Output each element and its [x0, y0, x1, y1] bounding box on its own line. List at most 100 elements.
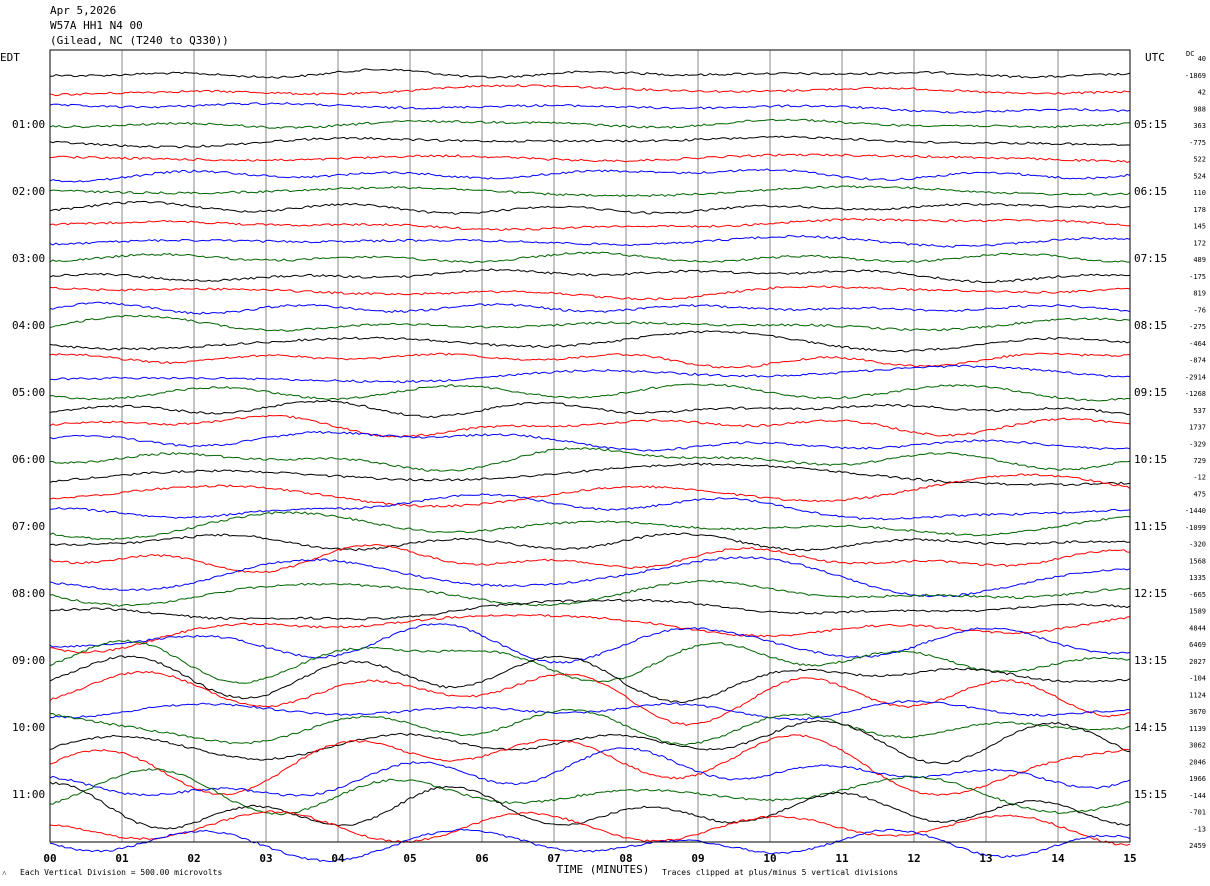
dc-offset-label: 1568	[1189, 557, 1206, 565]
x-tick-label: 07	[547, 852, 560, 865]
dc-offset-label: -464	[1189, 340, 1206, 348]
seismic-trace	[49, 462, 1131, 487]
seismic-traces	[49, 68, 1131, 863]
dc-offset-label: 1589	[1189, 608, 1206, 616]
clip-note: Traces clipped at plus/minus 5 vertical …	[662, 868, 899, 877]
dc-offset-label: 178	[1193, 206, 1206, 214]
station-id: W57A HH1 N4 00	[50, 19, 143, 32]
x-tick-label: 06	[475, 852, 489, 865]
seismic-trace	[49, 301, 1131, 315]
utc-hour-label: 10:15	[1134, 453, 1167, 466]
seismic-trace	[49, 828, 1131, 863]
edt-hour-label: 01:00	[12, 118, 45, 131]
utc-hour-label: 05:15	[1134, 118, 1167, 131]
seismic-trace	[49, 747, 1131, 797]
seismic-trace	[49, 102, 1131, 114]
seismic-trace	[49, 268, 1131, 283]
seismic-trace	[49, 383, 1131, 402]
dc-offset-label: -104	[1189, 675, 1206, 683]
dc-offset-label: 3062	[1189, 742, 1206, 750]
edt-hour-label: 06:00	[12, 453, 45, 466]
edt-hour-label: 09:00	[12, 654, 45, 667]
x-tick-label: 03	[259, 852, 272, 865]
x-tick-label: 02	[187, 852, 200, 865]
x-axis-title: TIME (MINUTES)	[557, 863, 650, 876]
seismic-trace	[49, 768, 1131, 816]
seismic-trace	[49, 83, 1131, 97]
edt-hour-label: 02:00	[12, 185, 45, 198]
dc-offset-label: 1139	[1189, 725, 1206, 733]
dc-offset-label: -1268	[1185, 390, 1206, 398]
seismic-trace	[49, 217, 1131, 231]
dc-offset-label: -1440	[1185, 507, 1206, 515]
x-tick-label: 14	[1051, 852, 1065, 865]
seismic-trace	[49, 511, 1130, 541]
seismic-trace	[49, 598, 1131, 621]
x-tick-label: 10	[763, 852, 776, 865]
x-tick-label: 04	[331, 852, 345, 865]
dc-offset-label: 6469	[1189, 641, 1206, 649]
seismic-trace	[49, 200, 1131, 215]
dc-offset-label: 1335	[1189, 574, 1206, 582]
dc-offset-label: 110	[1193, 189, 1206, 197]
footer-marker: ˄	[2, 869, 7, 878]
seismic-trace	[49, 430, 1131, 452]
seismic-trace	[49, 781, 1131, 830]
left-axis-title: EDT	[0, 51, 20, 64]
dc-offset-label: -144	[1189, 792, 1206, 800]
dc-offset-label: 522	[1193, 156, 1206, 164]
dc-offset-label: 2027	[1189, 658, 1206, 666]
utc-hour-label: 09:15	[1134, 386, 1167, 399]
dc-offset-label: -13	[1193, 825, 1206, 833]
edt-hour-label: 04:00	[12, 319, 45, 332]
utc-hour-label: 06:15	[1134, 185, 1167, 198]
seismic-trace	[49, 532, 1131, 552]
seismic-trace	[49, 185, 1131, 197]
dc-offset-label: -12	[1193, 474, 1206, 482]
chart-date: Apr 5,2026	[50, 4, 117, 17]
plot-frame	[49, 49, 1131, 843]
dc-offset-label: -775	[1189, 139, 1206, 147]
seismic-trace	[49, 544, 1131, 574]
edt-hour-label: 03:00	[12, 252, 45, 265]
dc-top-value: 40	[1198, 55, 1206, 63]
edt-hour-label: 11:00	[12, 788, 45, 801]
seismic-trace	[50, 68, 1131, 79]
right-axis-title: UTC	[1145, 51, 1165, 64]
utc-hour-label: 12:15	[1134, 587, 1167, 600]
dc-offset-label: 1737	[1189, 424, 1206, 432]
seismic-trace	[49, 118, 1131, 129]
axis-labels: 00 01 02 03 04 05 06 07 08 09 10 11 12 13 14 15 TIME (MI…	[0, 50, 1206, 876]
seismic-trace	[49, 670, 1131, 726]
seismic-trace	[49, 810, 1131, 846]
x-tick-label: 11	[835, 852, 849, 865]
utc-hour-label: 07:15	[1134, 252, 1167, 265]
x-tick-label: 08	[619, 852, 632, 865]
x-tick-label: 01	[115, 852, 129, 865]
edt-hour-label: 10:00	[12, 721, 45, 734]
vertical-division-note: Each Vertical Division = 500.00 microvol…	[20, 868, 223, 877]
seismic-trace	[49, 314, 1131, 332]
seismic-trace	[49, 135, 1131, 149]
utc-hour-label: 13:15	[1134, 654, 1167, 667]
seismic-trace	[49, 251, 1131, 264]
seismic-trace	[49, 234, 1131, 248]
utc-hour-label: 14:15	[1134, 721, 1167, 734]
dc-column-title: DC	[1186, 50, 1194, 58]
dc-offset-label: -275	[1189, 323, 1206, 331]
dc-offset-label: -1869	[1185, 72, 1206, 80]
x-tick-label: 09	[691, 852, 704, 865]
x-tick-label: 13	[979, 852, 992, 865]
seismic-trace	[49, 399, 1131, 419]
dc-offset-label: 145	[1193, 223, 1206, 231]
dc-offset-label: 524	[1193, 172, 1206, 180]
seismic-trace	[49, 655, 1131, 704]
dc-offset-label: 363	[1193, 122, 1206, 130]
seismic-trace	[49, 639, 1131, 684]
dc-offset-label: 3670	[1189, 708, 1206, 716]
seismic-trace	[49, 613, 1131, 654]
dc-offset-label: 2046	[1189, 758, 1206, 766]
seismic-trace	[49, 414, 1131, 438]
dc-offset-label: -76	[1193, 306, 1206, 314]
